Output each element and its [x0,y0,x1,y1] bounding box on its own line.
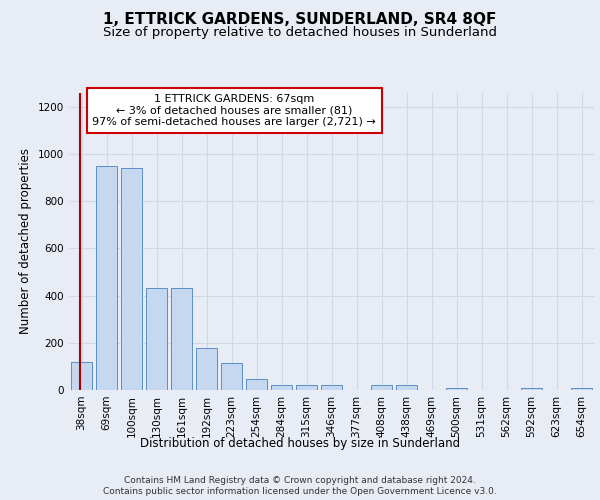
Bar [121,168,142,390]
Bar [271,385,292,390]
Bar [446,388,467,390]
Bar [321,386,342,390]
Bar [146,288,167,390]
Y-axis label: Number of detached properties: Number of detached properties [19,148,32,334]
Bar [171,288,192,390]
Text: 1 ETTRICK GARDENS: 67sqm
← 3% of detached houses are smaller (81)
97% of semi-de: 1 ETTRICK GARDENS: 67sqm ← 3% of detache… [92,94,376,127]
Bar [396,386,417,390]
Bar [521,388,542,390]
Text: Size of property relative to detached houses in Sunderland: Size of property relative to detached ho… [103,26,497,39]
Bar [571,388,592,390]
Text: Distribution of detached houses by size in Sunderland: Distribution of detached houses by size … [140,438,460,450]
Text: 1, ETTRICK GARDENS, SUNDERLAND, SR4 8QF: 1, ETTRICK GARDENS, SUNDERLAND, SR4 8QF [103,12,497,28]
Text: Contains HM Land Registry data © Crown copyright and database right 2024.: Contains HM Land Registry data © Crown c… [124,476,476,485]
Bar [296,386,317,390]
Bar [246,380,267,390]
Bar [221,363,242,390]
Bar [96,166,117,390]
Bar [196,348,217,390]
Bar [71,362,92,390]
Text: Contains public sector information licensed under the Open Government Licence v3: Contains public sector information licen… [103,488,497,496]
Bar [371,386,392,390]
